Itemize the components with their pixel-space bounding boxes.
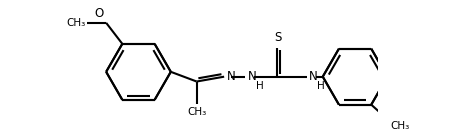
Text: H: H bbox=[317, 81, 325, 91]
Text: S: S bbox=[274, 31, 281, 44]
Text: N: N bbox=[309, 70, 318, 83]
Text: CH₃: CH₃ bbox=[66, 18, 85, 28]
Text: N: N bbox=[227, 70, 235, 82]
Text: N: N bbox=[248, 70, 256, 83]
Text: O: O bbox=[94, 7, 104, 20]
Text: CH₃: CH₃ bbox=[187, 107, 206, 117]
Text: H: H bbox=[256, 81, 264, 91]
Text: CH₃: CH₃ bbox=[390, 121, 409, 131]
